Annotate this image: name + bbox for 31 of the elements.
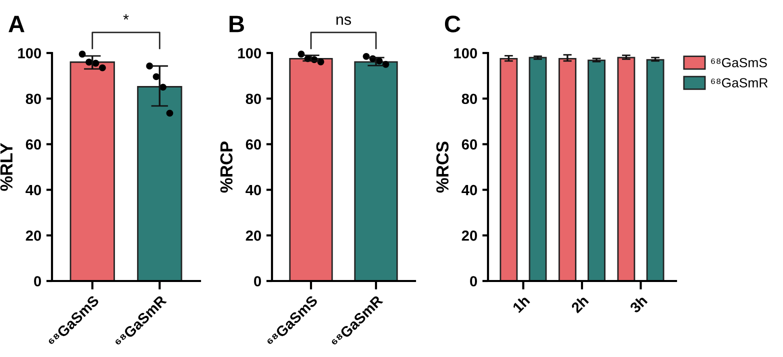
y-tick-label: 80 — [26, 94, 41, 104]
y-tick-label: 60 — [462, 139, 477, 150]
x-tick-label: 1h — [512, 294, 530, 314]
chart-title: B — [230, 16, 244, 32]
y-tick-label: 0 — [470, 276, 477, 286]
y-tick-label: 100 — [238, 48, 261, 58]
x-tick-label: 2h — [570, 294, 589, 314]
legend-label: ⁶⁸GaSmR — [711, 78, 768, 88]
y-axis-title: %RCS — [436, 142, 449, 193]
y-tick-label: 20 — [462, 230, 477, 241]
y-tick-label: 100 — [18, 48, 41, 58]
x-tick-label: 3h — [628, 294, 648, 314]
y-tick-label: 60 — [26, 139, 41, 150]
text: * — [123, 14, 129, 20]
y-tick-label: 40 — [246, 184, 261, 196]
y-tick-label: 80 — [462, 94, 477, 104]
y-tick-label: 40 — [462, 184, 477, 196]
chart-title: A — [8, 16, 24, 32]
legend-label: ⁶⁸GaSmS — [711, 58, 767, 68]
y-tick-label: 20 — [246, 230, 261, 241]
y-tick-label: 60 — [246, 139, 261, 150]
text: ns — [336, 16, 352, 25]
y-tick-label: 20 — [26, 230, 41, 241]
y-tick-label: 40 — [26, 184, 41, 196]
y-tick-label: 80 — [246, 94, 261, 104]
y-axis-title: %RCP — [220, 142, 233, 193]
chart-title: C — [444, 16, 460, 32]
y-tick-label: 0 — [254, 276, 261, 286]
y-tick-label: 100 — [454, 48, 477, 58]
y-axis-title: %RLY — [0, 142, 13, 191]
y-tick-label: 0 — [34, 276, 41, 286]
